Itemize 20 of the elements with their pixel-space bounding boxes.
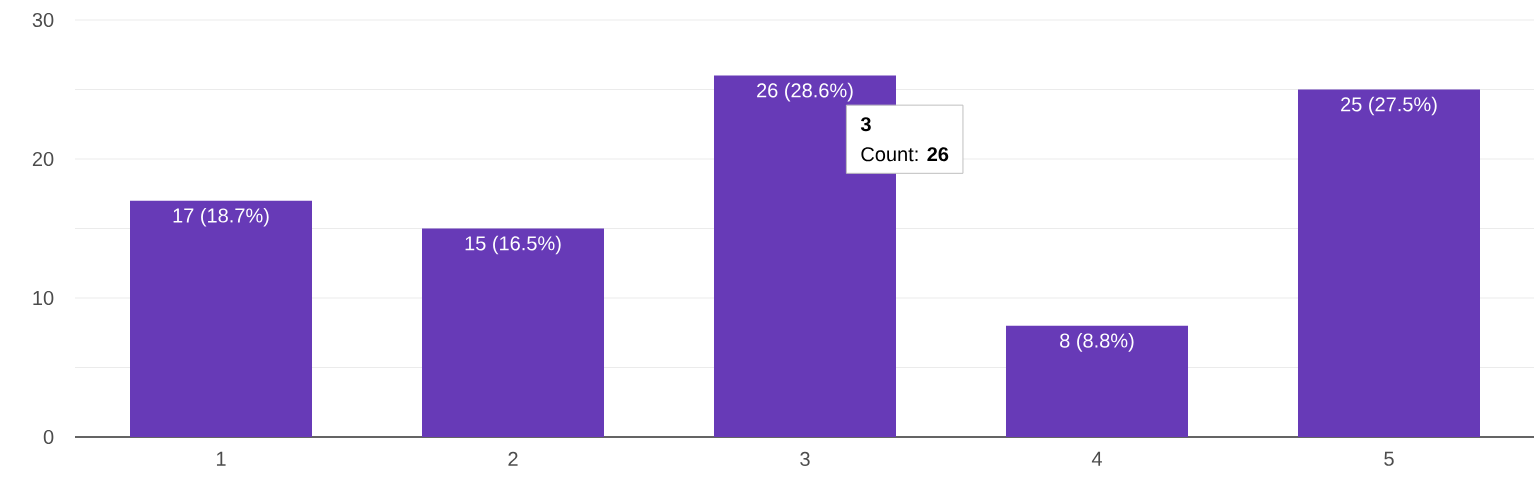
data-label: 26 (28.6%) (757, 82, 853, 102)
x-tick-label: 2 (508, 451, 518, 466)
data-label: 8 (8.8%) (1060, 332, 1134, 352)
x-tick-label: 3 (800, 451, 810, 467)
bar (1006, 325, 1188, 437)
x-tick-label: 1 (216, 451, 226, 466)
bar (422, 228, 604, 437)
data-label: 15 (16.5%) (465, 235, 561, 255)
annotation: Count: 26 (861, 147, 949, 162)
y-tick-label: 10 (33, 290, 54, 306)
data-label: 17 (18.7%) (173, 207, 269, 227)
data-label: 25 (27.5%) (1341, 96, 1437, 116)
x-tick-label: 4 (1091, 451, 1102, 466)
bar (1298, 89, 1480, 437)
bar (130, 200, 312, 437)
y-tick-label: 30 (32, 12, 54, 28)
annotation: 3 (860, 117, 871, 132)
y-tick-label: 0 (43, 429, 54, 445)
x-tick-label: 5 (1384, 451, 1394, 466)
y-tick-label: 20 (32, 151, 54, 167)
